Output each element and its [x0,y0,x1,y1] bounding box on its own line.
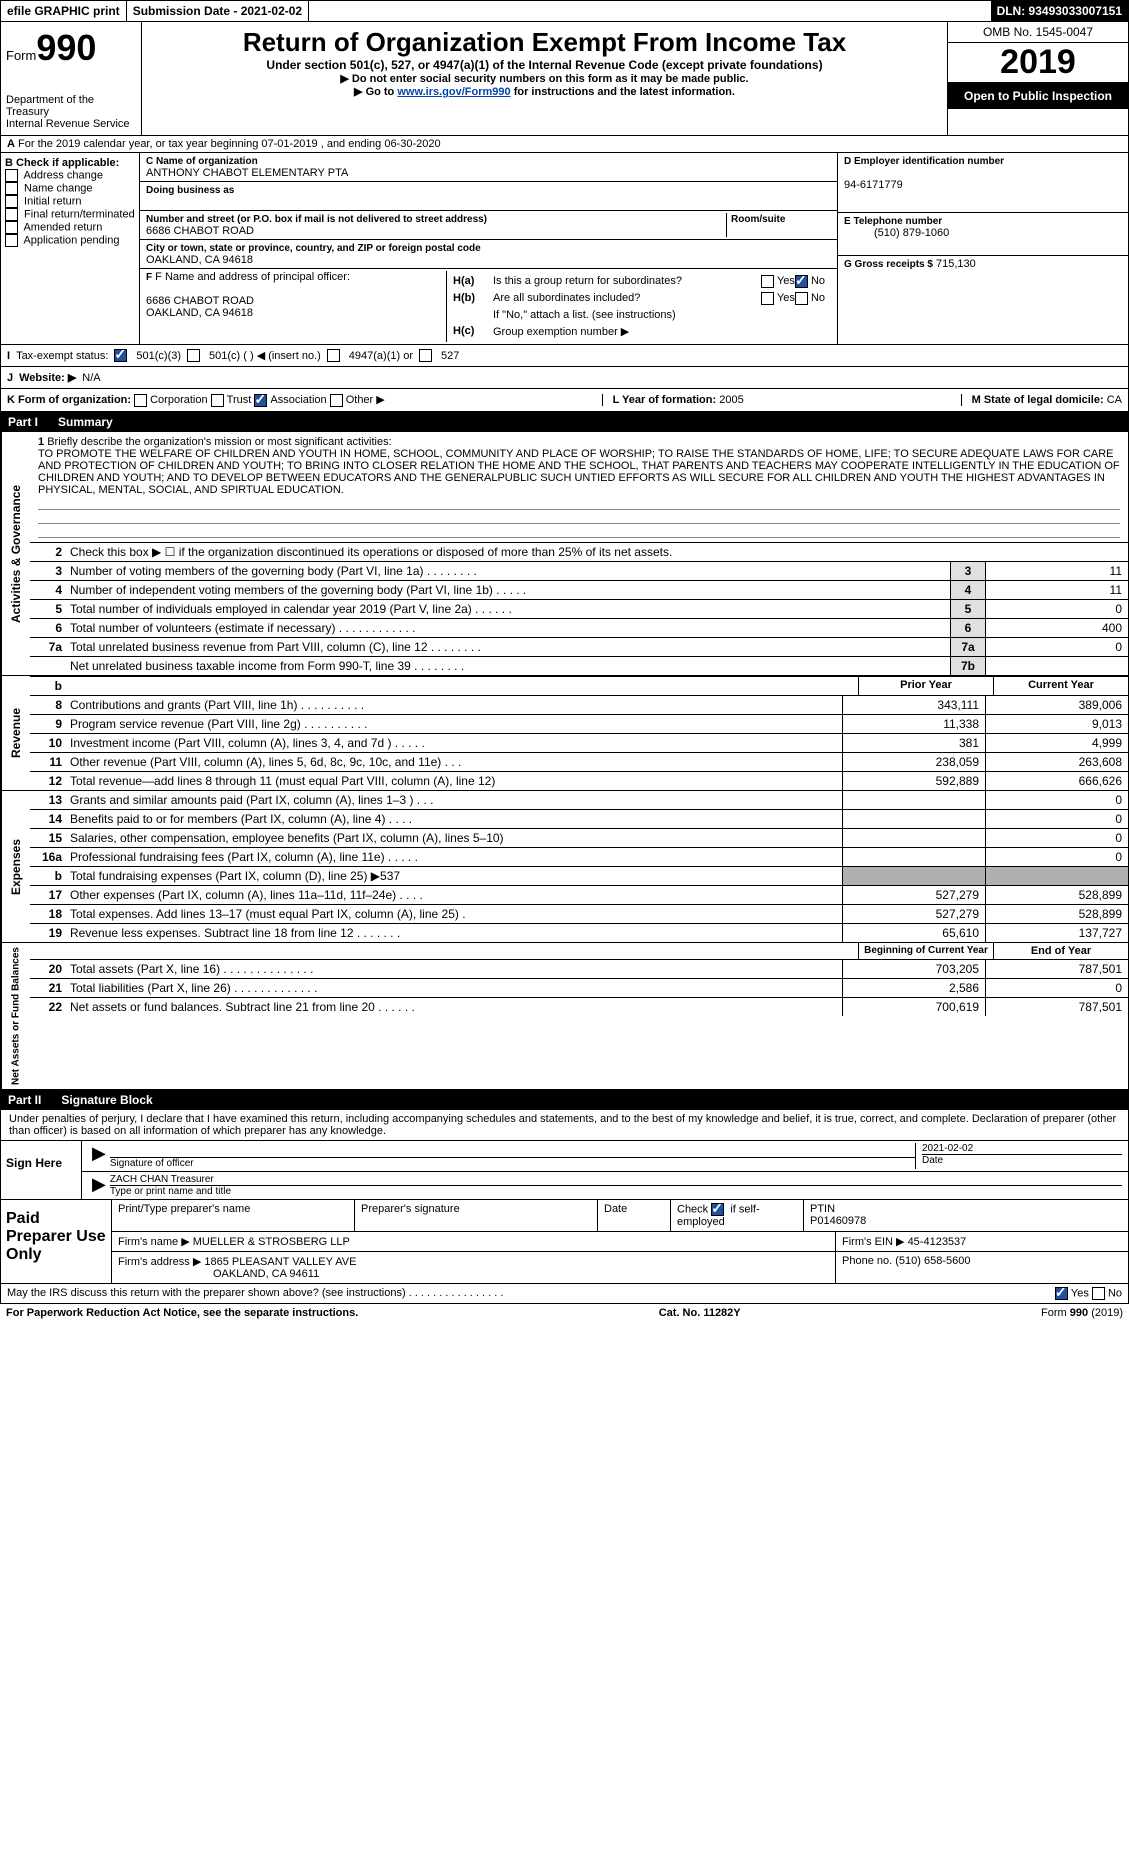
org-name: ANTHONY CHABOT ELEMENTARY PTA [146,167,348,179]
check-final-return/terminated: Final return/terminated [5,208,135,221]
part2-header: Part IISignature Block [0,1090,1129,1110]
line-9: 9Program service revenue (Part VIII, lin… [30,715,1128,734]
main-block: B Check if applicable: Address change Na… [0,153,1129,345]
line-18: 18Total expenses. Add lines 13–17 (must … [30,905,1128,924]
line-3: 3Number of voting members of the governi… [30,562,1128,581]
line-6: 6Total number of volunteers (estimate if… [30,619,1128,638]
netassets-section: Net Assets or Fund Balances Beginning of… [0,943,1129,1090]
check-application-pending: Application pending [5,234,135,247]
revenue-section: Revenue b Prior Year Current Year 8Contr… [0,676,1129,791]
line-7b: Net unrelated business taxable income fr… [30,657,1128,675]
line-8: 8Contributions and grants (Part VIII, li… [30,696,1128,715]
dln: DLN: 93493033007151 [991,1,1128,21]
web-row: J Website: ▶ N/A [0,367,1129,389]
topbar: efile GRAPHIC print Submission Date - 20… [0,0,1129,22]
instr1: ▶ Do not enter social security numbers o… [147,72,942,85]
line-17: 17Other expenses (Part IX, column (A), l… [30,886,1128,905]
line-16a: 16aProfessional fundraising fees (Part I… [30,848,1128,867]
paid-block: Paid Preparer Use Only Print/Type prepar… [0,1200,1129,1284]
footer: For Paperwork Reduction Act Notice, see … [0,1304,1129,1322]
tax-row: I Tax-exempt status: 501(c)(3) 501(c) ( … [0,345,1129,367]
ein: 94-6171779 [844,179,903,191]
dept: Department of the Treasury Internal Reve… [6,94,136,130]
phone: (510) 879-1060 [844,227,949,239]
line-7a: 7aTotal unrelated business revenue from … [30,638,1128,657]
check-address-change: Address change [5,169,135,182]
efile-label: efile GRAPHIC print [1,1,127,21]
irs-link[interactable]: www.irs.gov/Form990 [397,86,510,98]
line-5: 5Total number of individuals employed in… [30,600,1128,619]
line-22: 22Net assets or fund balances. Subtract … [30,998,1128,1016]
mission-text: TO PROMOTE THE WELFARE OF CHILDREN AND Y… [38,448,1120,496]
gross: 715,130 [936,258,976,270]
line-19: 19Revenue less expenses. Subtract line 1… [30,924,1128,942]
form-number: 990 [36,27,96,68]
line-20: 20Total assets (Part X, line 16) . . . .… [30,960,1128,979]
line-13: 13Grants and similar amounts paid (Part … [30,791,1128,810]
addr: 6686 CHABOT ROAD [146,225,254,237]
line-14: 14Benefits paid to or for members (Part … [30,810,1128,829]
expenses-section: Expenses 13Grants and similar amounts pa… [0,791,1129,943]
k-row: K Form of organization: Corporation Trus… [0,389,1129,412]
form-header: Form990 Department of the Treasury Inter… [0,22,1129,136]
activities-section: Activities & Governance 1 Briefly descri… [0,432,1129,676]
line-21: 21Total liabilities (Part X, line 26) . … [30,979,1128,998]
line-11: 11Other revenue (Part VIII, column (A), … [30,753,1128,772]
line-b: bTotal fundraising expenses (Part IX, co… [30,867,1128,886]
line-10: 10Investment income (Part VIII, column (… [30,734,1128,753]
sig-block: Under penalties of perjury, I declare th… [0,1110,1129,1200]
submission-date: Submission Date - 2021-02-02 [127,1,309,21]
subtitle: Under section 501(c), 527, or 4947(a)(1)… [147,58,942,72]
line-12: 12Total revenue—add lines 8 through 11 (… [30,772,1128,790]
omb: OMB No. 1545-0047 [948,22,1128,43]
city: OAKLAND, CA 94618 [146,254,253,266]
discuss-row: May the IRS discuss this return with the… [0,1284,1129,1304]
title: Return of Organization Exempt From Incom… [147,27,942,58]
col-b: B Check if applicable: Address change Na… [1,153,140,344]
line-15: 15Salaries, other compensation, employee… [30,829,1128,848]
part1-header: Part ISummary [0,412,1129,432]
check-name-change: Name change [5,182,135,195]
year: 2019 [948,43,1128,83]
inspect: Open to Public Inspection [948,83,1128,109]
check-amended-return: Amended return [5,221,135,234]
row-a: A For the 2019 calendar year, or tax yea… [0,136,1129,153]
form-label: Form [6,48,36,63]
check-initial-return: Initial return [5,195,135,208]
line-4: 4Number of independent voting members of… [30,581,1128,600]
